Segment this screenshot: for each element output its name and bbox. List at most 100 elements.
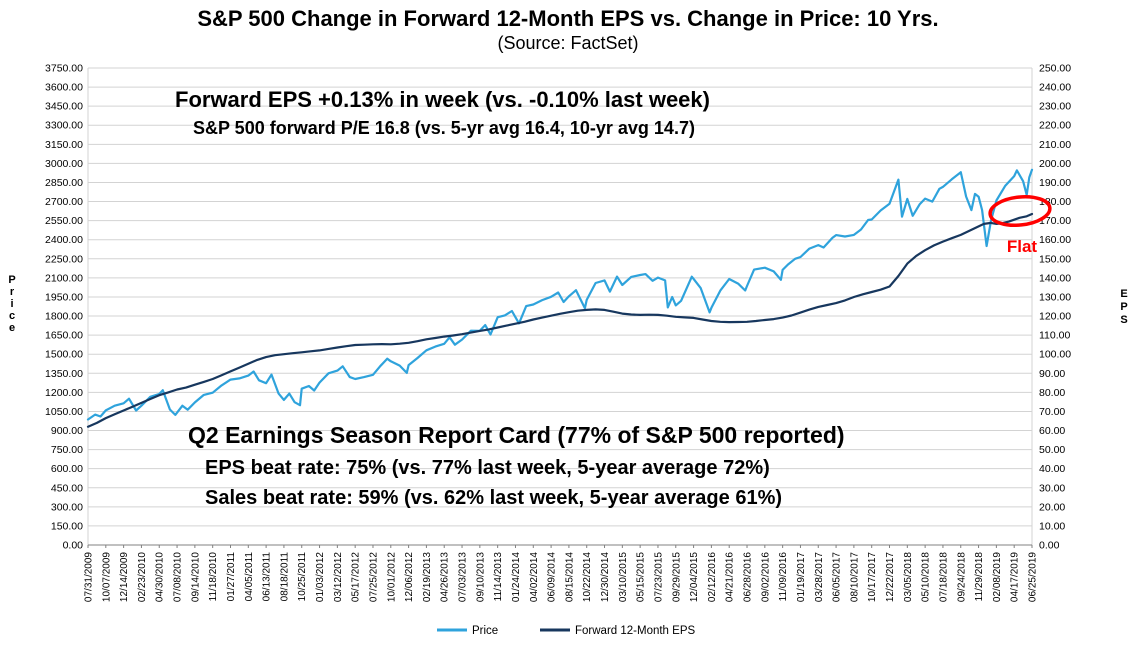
x-tick-label: 03/05/2018 xyxy=(903,552,914,602)
flat-ellipse-annotation xyxy=(988,194,1052,228)
annotation-sales-beat: Sales beat rate: 59% (vs. 62% last week,… xyxy=(205,487,782,509)
x-tick-label: 07/03/2013 xyxy=(458,552,469,602)
x-tick-label: 05/17/2012 xyxy=(351,552,362,602)
legend-price-label: Price xyxy=(472,625,498,637)
y-left-tick-label: 3000.00 xyxy=(45,158,83,170)
x-tick-label: 06/13/2011 xyxy=(262,552,273,602)
x-tick-label: 09/10/2013 xyxy=(475,552,486,602)
y-right-tick-label: 150.00 xyxy=(1039,253,1071,265)
y-left-tick-label: 2250.00 xyxy=(45,253,83,265)
x-tick-label: 08/10/2017 xyxy=(849,552,860,602)
x-tick-label: 08/15/2014 xyxy=(564,552,575,602)
y-left-tick-label: 2850.00 xyxy=(45,177,83,189)
x-tick-label: 01/24/2014 xyxy=(511,552,522,602)
legend: Price Forward 12-Month EPS xyxy=(437,625,695,637)
x-tick-label: 10/22/2014 xyxy=(582,552,593,602)
y-left-tick-label: 1950.00 xyxy=(45,291,83,303)
y-right-tick-label: 60.00 xyxy=(1039,425,1065,437)
y-right-tick-label: 140.00 xyxy=(1039,272,1071,284)
y-left-tick-label: 3450.00 xyxy=(45,101,83,113)
y-right-tick-label: 190.00 xyxy=(1039,177,1071,189)
x-tick-label: 11/18/2010 xyxy=(208,552,219,602)
x-tick-label: 04/02/2014 xyxy=(529,552,540,602)
x-tick-label: 06/05/2017 xyxy=(832,552,843,602)
x-tick-label: 12/22/2017 xyxy=(885,552,896,602)
y-left-tick-label: 2100.00 xyxy=(45,272,83,284)
y-right-tick-label: 120.00 xyxy=(1039,311,1071,323)
y-left-tick-label: 2550.00 xyxy=(45,215,83,227)
x-tick-label: 02/19/2013 xyxy=(422,552,433,602)
annotation-forward-pe: S&P 500 forward P/E 16.8 (vs. 5-yr avg 1… xyxy=(193,118,695,138)
x-tick-label: 07/23/2015 xyxy=(653,552,664,602)
y-right-tick-label: 170.00 xyxy=(1039,215,1071,227)
y-left-tick-label: 1350.00 xyxy=(45,368,83,380)
x-tick-label: 07/31/2009 xyxy=(84,552,95,602)
x-tick-label: 11/29/2018 xyxy=(974,552,985,602)
y-right-tick-label: 110.00 xyxy=(1039,330,1070,342)
legend-eps-label: Forward 12-Month EPS xyxy=(575,625,695,637)
x-tick-label: 11/09/2016 xyxy=(778,552,789,602)
legend-eps-item: Forward 12-Month EPS xyxy=(540,625,695,637)
x-tick-label: 09/02/2016 xyxy=(760,552,771,602)
x-tick-label: 11/14/2013 xyxy=(493,552,504,602)
axis-layer: 0.00 150.00 300.00 450.00 600.00 750.00 900.00… xyxy=(8,63,1127,603)
x-tick-label: 09/14/2010 xyxy=(190,552,201,602)
y-right-tick-label: 50.00 xyxy=(1039,444,1065,456)
x-tick-label: 06/28/2016 xyxy=(743,552,754,602)
x-tick-label: 06/25/2019 xyxy=(1028,552,1039,602)
y-left-tick-label: 3600.00 xyxy=(45,82,83,94)
x-tick-label: 09/29/2015 xyxy=(671,552,682,602)
annotation-eps-beat: EPS beat rate: 75% (vs. 77% last week, 5… xyxy=(205,457,770,479)
x-tick-label: 12/04/2015 xyxy=(689,552,700,602)
x-tick-label: 10/07/2009 xyxy=(101,552,112,602)
x-tick-label: 02/23/2010 xyxy=(137,552,148,602)
x-tick-label: 01/19/2017 xyxy=(796,552,807,602)
legend-price-item: Price xyxy=(437,625,498,637)
y-left-tick-label: 0.00 xyxy=(63,540,84,552)
x-tick-label: 04/05/2011 xyxy=(244,552,255,602)
y-left-tick-label: 3750.00 xyxy=(45,63,83,75)
x-tick-label: 02/08/2019 xyxy=(992,552,1003,602)
annotation-report-card: Q2 Earnings Season Report Card (77% of S… xyxy=(188,422,845,448)
chart-subtitle: (Source: FactSet) xyxy=(497,33,638,53)
x-tick-label: 03/10/2015 xyxy=(618,552,629,602)
x-tick-label: 04/30/2010 xyxy=(155,552,166,602)
annotation-eps-week: Forward EPS +0.13% in week (vs. -0.10% l… xyxy=(175,87,710,112)
x-tick-label: 04/21/2016 xyxy=(725,552,736,602)
y-left-tick-label: 900.00 xyxy=(51,425,83,437)
x-tick-label: 01/03/2012 xyxy=(315,552,326,602)
y-right-tick-label: 250.00 xyxy=(1039,63,1071,75)
price-line xyxy=(86,168,1034,421)
x-tick-label: 09/24/2018 xyxy=(956,552,967,602)
y-right-tick-label: 70.00 xyxy=(1039,406,1065,418)
y-right-tick-label: 30.00 xyxy=(1039,482,1065,494)
y-left-tick-label: 150.00 xyxy=(51,520,83,532)
series-layer xyxy=(86,168,1034,428)
y-right-tick-label: 100.00 xyxy=(1039,349,1071,361)
x-tick-label: 03/28/2017 xyxy=(814,552,825,602)
y-left-tick-label: 300.00 xyxy=(51,501,83,513)
x-tick-label: 05/10/2018 xyxy=(921,552,932,602)
y-left-tick-label: 3150.00 xyxy=(45,139,83,151)
x-tick-label: 10/01/2012 xyxy=(386,552,397,602)
flat-label: Flat xyxy=(1007,237,1038,256)
y-left-tick-label: 450.00 xyxy=(51,482,83,494)
x-tick-label: 02/12/2016 xyxy=(707,552,718,602)
y-right-tick-label: 210.00 xyxy=(1039,139,1071,151)
y-right-tick-label: 200.00 xyxy=(1039,158,1071,170)
eps-line xyxy=(86,212,1034,428)
y-right-tick-label: 230.00 xyxy=(1039,101,1071,113)
y-right-tick-label: 220.00 xyxy=(1039,120,1071,132)
x-tick-label: 12/06/2012 xyxy=(404,552,415,602)
x-tick-label: 07/18/2018 xyxy=(938,552,949,602)
y-left-tick-label: 2400.00 xyxy=(45,234,83,246)
y-left-tick-label: 750.00 xyxy=(51,444,83,456)
x-tick-label: 07/25/2012 xyxy=(368,552,379,602)
x-tick-label: 12/14/2009 xyxy=(119,552,130,602)
y-right-tick-label: 40.00 xyxy=(1039,463,1065,475)
x-tick-label: 07/08/2010 xyxy=(173,552,184,602)
y-left-tick-label: 2700.00 xyxy=(45,196,83,208)
x-tick-label: 06/09/2014 xyxy=(547,552,558,602)
